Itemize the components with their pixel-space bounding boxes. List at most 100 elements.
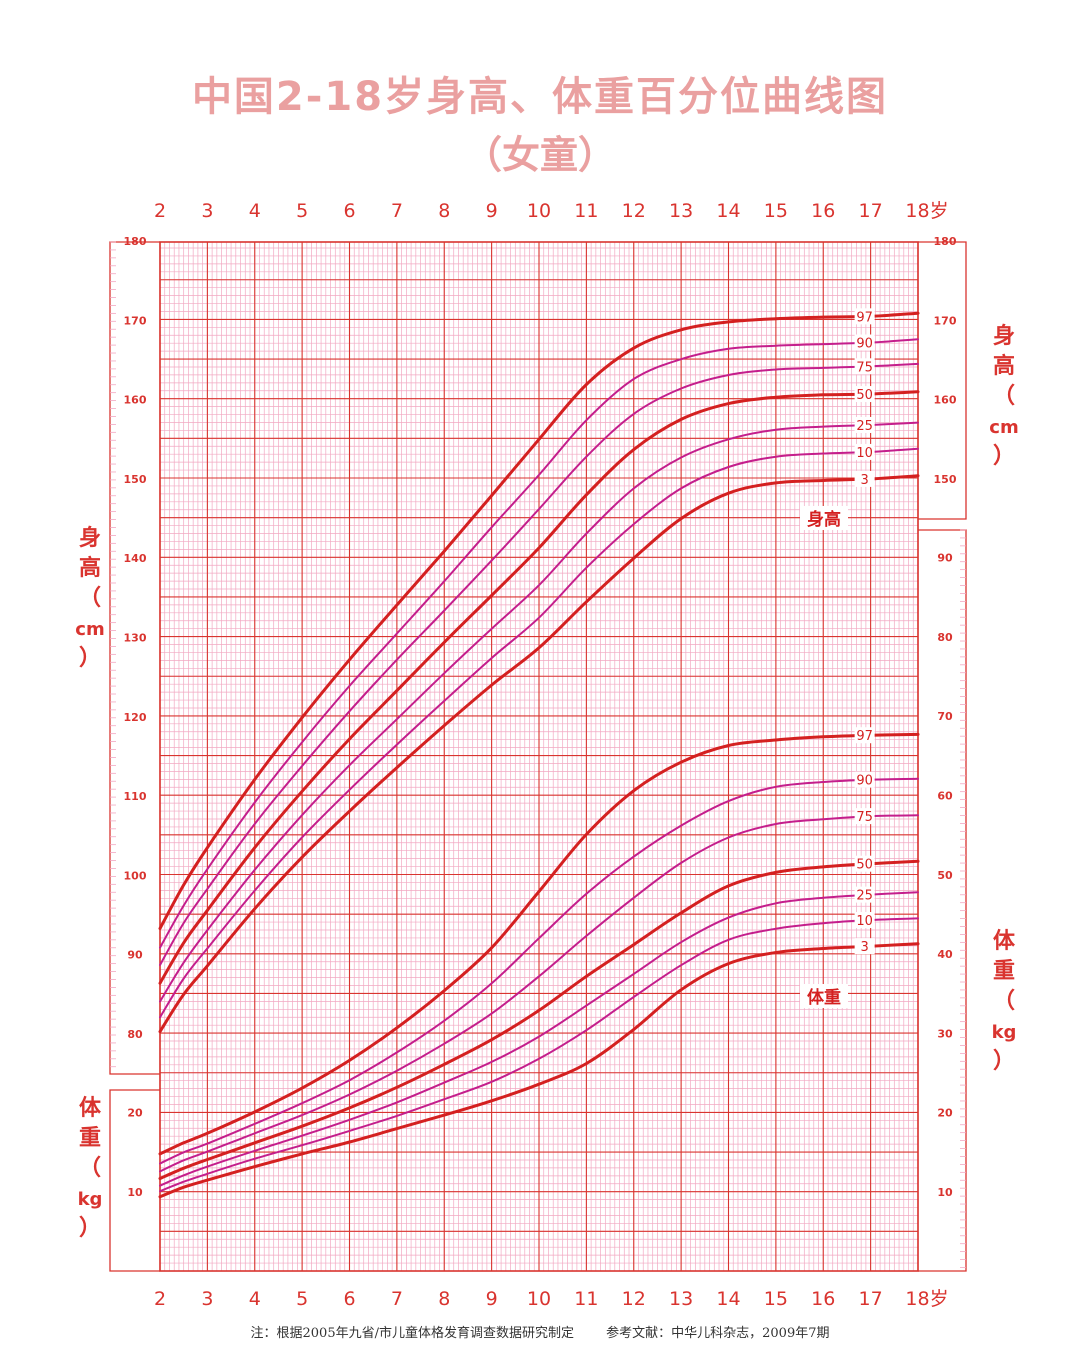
height-tick-label-left: 80 — [127, 1028, 143, 1041]
weight-axis-label-right: kg — [992, 1022, 1017, 1043]
x-tick-label-top: 17 — [859, 200, 883, 222]
weight-percentile-label-p25: 25 — [856, 889, 873, 904]
height-curve-p97 — [158, 311, 920, 930]
height-label-bg — [854, 386, 875, 403]
x-tick-label-bottom: 10 — [527, 1288, 551, 1310]
x-tick-label-top: 9 — [486, 200, 498, 222]
weight-label-bg — [854, 771, 875, 788]
height-tick-label-left: 160 — [124, 394, 147, 407]
x-tick-label-bottom: 13 — [669, 1288, 693, 1310]
height-section-label-bg — [800, 506, 848, 530]
weight-curve-p25 — [159, 891, 919, 1187]
left-height-axis-bracket — [109, 241, 160, 1075]
weight-label-bg — [854, 912, 875, 929]
weight-tick-label-right: 80 — [937, 631, 953, 644]
height-axis-label-left: （ — [79, 586, 101, 611]
x-tick-label-top: 7 — [391, 200, 403, 222]
footnote: 注：根据2005年九省/市儿童体格发育调查数据研究制定 参考文献：中华儿科杂志，… — [0, 1322, 1080, 1341]
weight-label-bg — [854, 855, 875, 872]
weight-axis-label-right: 体 — [993, 929, 1016, 954]
plot-frame — [159, 241, 919, 1272]
x-tick-label-top: 10 — [527, 200, 551, 222]
weight-axis-label-left: ） — [79, 1216, 101, 1241]
weight-percentile-label-p97: 97 — [856, 729, 873, 744]
weight-axis-label-right: （ — [993, 989, 1015, 1014]
weight-label-bg — [854, 886, 875, 903]
height-percentile-label-p25: 25 — [856, 419, 873, 434]
height-tick-label-right: 160 — [934, 394, 957, 407]
height-axis-label-right: ） — [993, 444, 1015, 469]
x-tick-label-top: 16 — [811, 200, 835, 222]
height-label-bg — [854, 470, 875, 487]
right-height-axis-bracket — [918, 241, 967, 520]
weight-tick-label-right: 20 — [937, 1107, 953, 1120]
weight-curve-p10 — [159, 917, 919, 1193]
height-percentile-label-p97: 97 — [856, 310, 873, 325]
height-label-bg — [854, 358, 875, 375]
x-tick-label-bottom: 2 — [154, 1288, 166, 1310]
x-tick-label-bottom: 5 — [296, 1288, 308, 1310]
weight-section-label-bg — [800, 984, 848, 1008]
x-tick-label-bottom: 6 — [343, 1288, 355, 1310]
height-axis-label-left: cm — [75, 619, 104, 640]
weight-label-bg — [854, 727, 875, 744]
x-tick-label-bottom: 7 — [391, 1288, 403, 1310]
height-percentile-label-p50: 50 — [856, 388, 873, 403]
x-tick-label-bottom: 8 — [438, 1288, 450, 1310]
height-tick-label-right: 150 — [934, 473, 957, 486]
chart-title: 中国2-18岁身高、体重百分位曲线图 — [191, 74, 889, 120]
x-tick-label-top: 4 — [249, 200, 261, 222]
height-tick-label-right: 180 — [934, 235, 957, 248]
height-axis-label-left: 身 — [79, 525, 101, 551]
height-axis-label-right: 身 — [993, 323, 1015, 349]
weight-percentile-label-p10: 10 — [856, 914, 873, 929]
x-tick-label-bottom: 3 — [201, 1288, 213, 1310]
height-tick-label-right: 170 — [934, 314, 957, 327]
height-label-bg — [854, 308, 875, 325]
x-tick-label-top: 18岁 — [905, 200, 948, 222]
weight-percentile-label-p75: 75 — [856, 810, 873, 825]
weight-tick-label-left: 20 — [127, 1107, 143, 1120]
weight-curve-p90 — [159, 777, 919, 1165]
x-tick-label-top: 15 — [764, 200, 788, 222]
weight-axis-label-left: （ — [79, 1156, 101, 1181]
height-axis-label-right: （ — [993, 384, 1015, 409]
x-tick-label-bottom: 15 — [764, 1288, 788, 1310]
weight-axis-label-left: 体 — [79, 1096, 102, 1121]
weight-tick-label-right: 70 — [937, 710, 953, 723]
x-tick-label-top: 3 — [201, 200, 213, 222]
weight-label-bg — [854, 808, 875, 825]
height-tick-label-left: 150 — [124, 473, 147, 486]
x-tick-label-top: 11 — [574, 200, 598, 222]
height-tick-label-left: 120 — [124, 711, 147, 724]
x-tick-label-bottom: 12 — [622, 1288, 646, 1310]
height-curve-p90 — [159, 338, 919, 949]
weight-tick-label-left: 10 — [127, 1186, 143, 1199]
height-section-label: 身高 — [807, 509, 841, 530]
weight-curve-p97 — [158, 732, 920, 1156]
footnote-reference: 参考文献：中华儿科杂志，2009年7期 — [606, 1326, 830, 1341]
height-percentile-label-p75: 75 — [856, 360, 873, 375]
x-tick-label-bottom: 9 — [486, 1288, 498, 1310]
x-tick-label-bottom: 14 — [716, 1288, 740, 1310]
height-label-bg — [854, 416, 875, 433]
height-percentile-label-p10: 10 — [856, 446, 873, 461]
weight-axis-label-left: kg — [78, 1189, 103, 1210]
height-axis-label-left: 高 — [79, 555, 101, 581]
weight-tick-label-right: 30 — [937, 1027, 953, 1040]
height-tick-label-left: 130 — [124, 632, 147, 645]
height-curve-p50 — [158, 390, 920, 985]
x-tick-label-top: 12 — [622, 200, 646, 222]
weight-curve-p75 — [159, 814, 919, 1173]
height-tick-label-left: 90 — [127, 949, 143, 962]
x-tick-label-top: 8 — [438, 200, 450, 222]
height-tick-label-left: 110 — [124, 790, 147, 803]
height-axis-label-left: ） — [79, 646, 101, 671]
height-percentile-label-p3: 3 — [860, 473, 868, 488]
height-tick-label-left: 180 — [124, 235, 147, 248]
height-axis-label-right: cm — [989, 417, 1018, 438]
x-tick-label-top: 13 — [669, 200, 693, 222]
x-tick-label-bottom: 4 — [249, 1288, 261, 1310]
height-tick-label-left: 100 — [124, 869, 147, 882]
weight-axis-label-right: ） — [993, 1049, 1015, 1074]
